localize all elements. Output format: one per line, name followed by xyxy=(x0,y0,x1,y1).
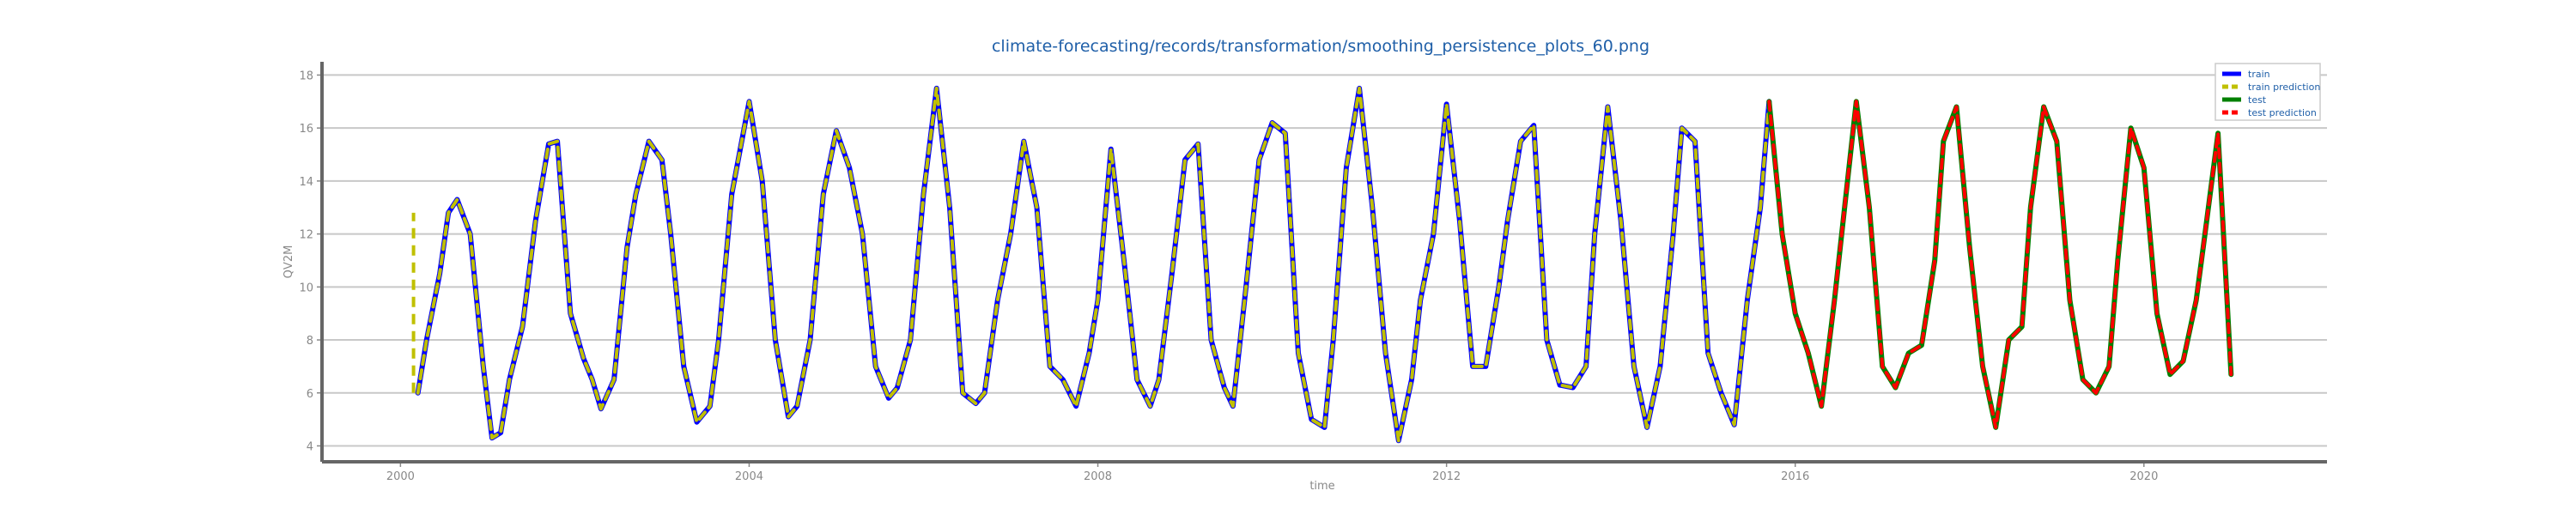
x-tick-label: 2000 xyxy=(386,470,415,483)
y-axis-label: QV2M xyxy=(283,245,295,279)
x-tick-label: 2004 xyxy=(735,470,763,483)
x-tick-label: 2012 xyxy=(1432,470,1461,483)
x-tick-label: 2016 xyxy=(1781,470,1809,483)
series-lines xyxy=(415,85,2234,444)
plot-area: 4 6 8 10 12 14 16 18 2000 2004 2008 2012 2016 2020 xyxy=(299,62,2327,483)
y-tick-label: 18 xyxy=(299,70,313,82)
y-tick-label: 14 xyxy=(299,176,313,189)
y-tick-label: 12 xyxy=(299,229,313,242)
series-line-test-prediction xyxy=(1767,100,2233,429)
series-line-train-prediction xyxy=(416,86,1771,443)
y-tick-label: 8 xyxy=(307,335,313,348)
y-axis: 4 6 8 10 12 14 16 18 xyxy=(299,70,322,453)
y-tick-label: 10 xyxy=(299,282,313,294)
x-tick-label: 2020 xyxy=(2129,470,2158,483)
x-axis-label: time xyxy=(1309,480,1334,493)
legend-label: train prediction xyxy=(2248,82,2320,93)
legend-label: test prediction xyxy=(2248,107,2317,118)
y-tick-label: 16 xyxy=(299,123,313,136)
grid-lines xyxy=(322,74,2327,447)
legend-label: train xyxy=(2248,69,2270,80)
legend-label: test xyxy=(2248,94,2267,106)
x-tick-label: 2008 xyxy=(1084,470,1112,483)
chart-title: climate-forecasting/records/transformati… xyxy=(992,37,1649,56)
x-axis: 2000 2004 2008 2012 2016 2020 xyxy=(386,462,2158,483)
y-tick-label: 4 xyxy=(307,440,313,453)
y-tick-label: 6 xyxy=(307,388,313,401)
